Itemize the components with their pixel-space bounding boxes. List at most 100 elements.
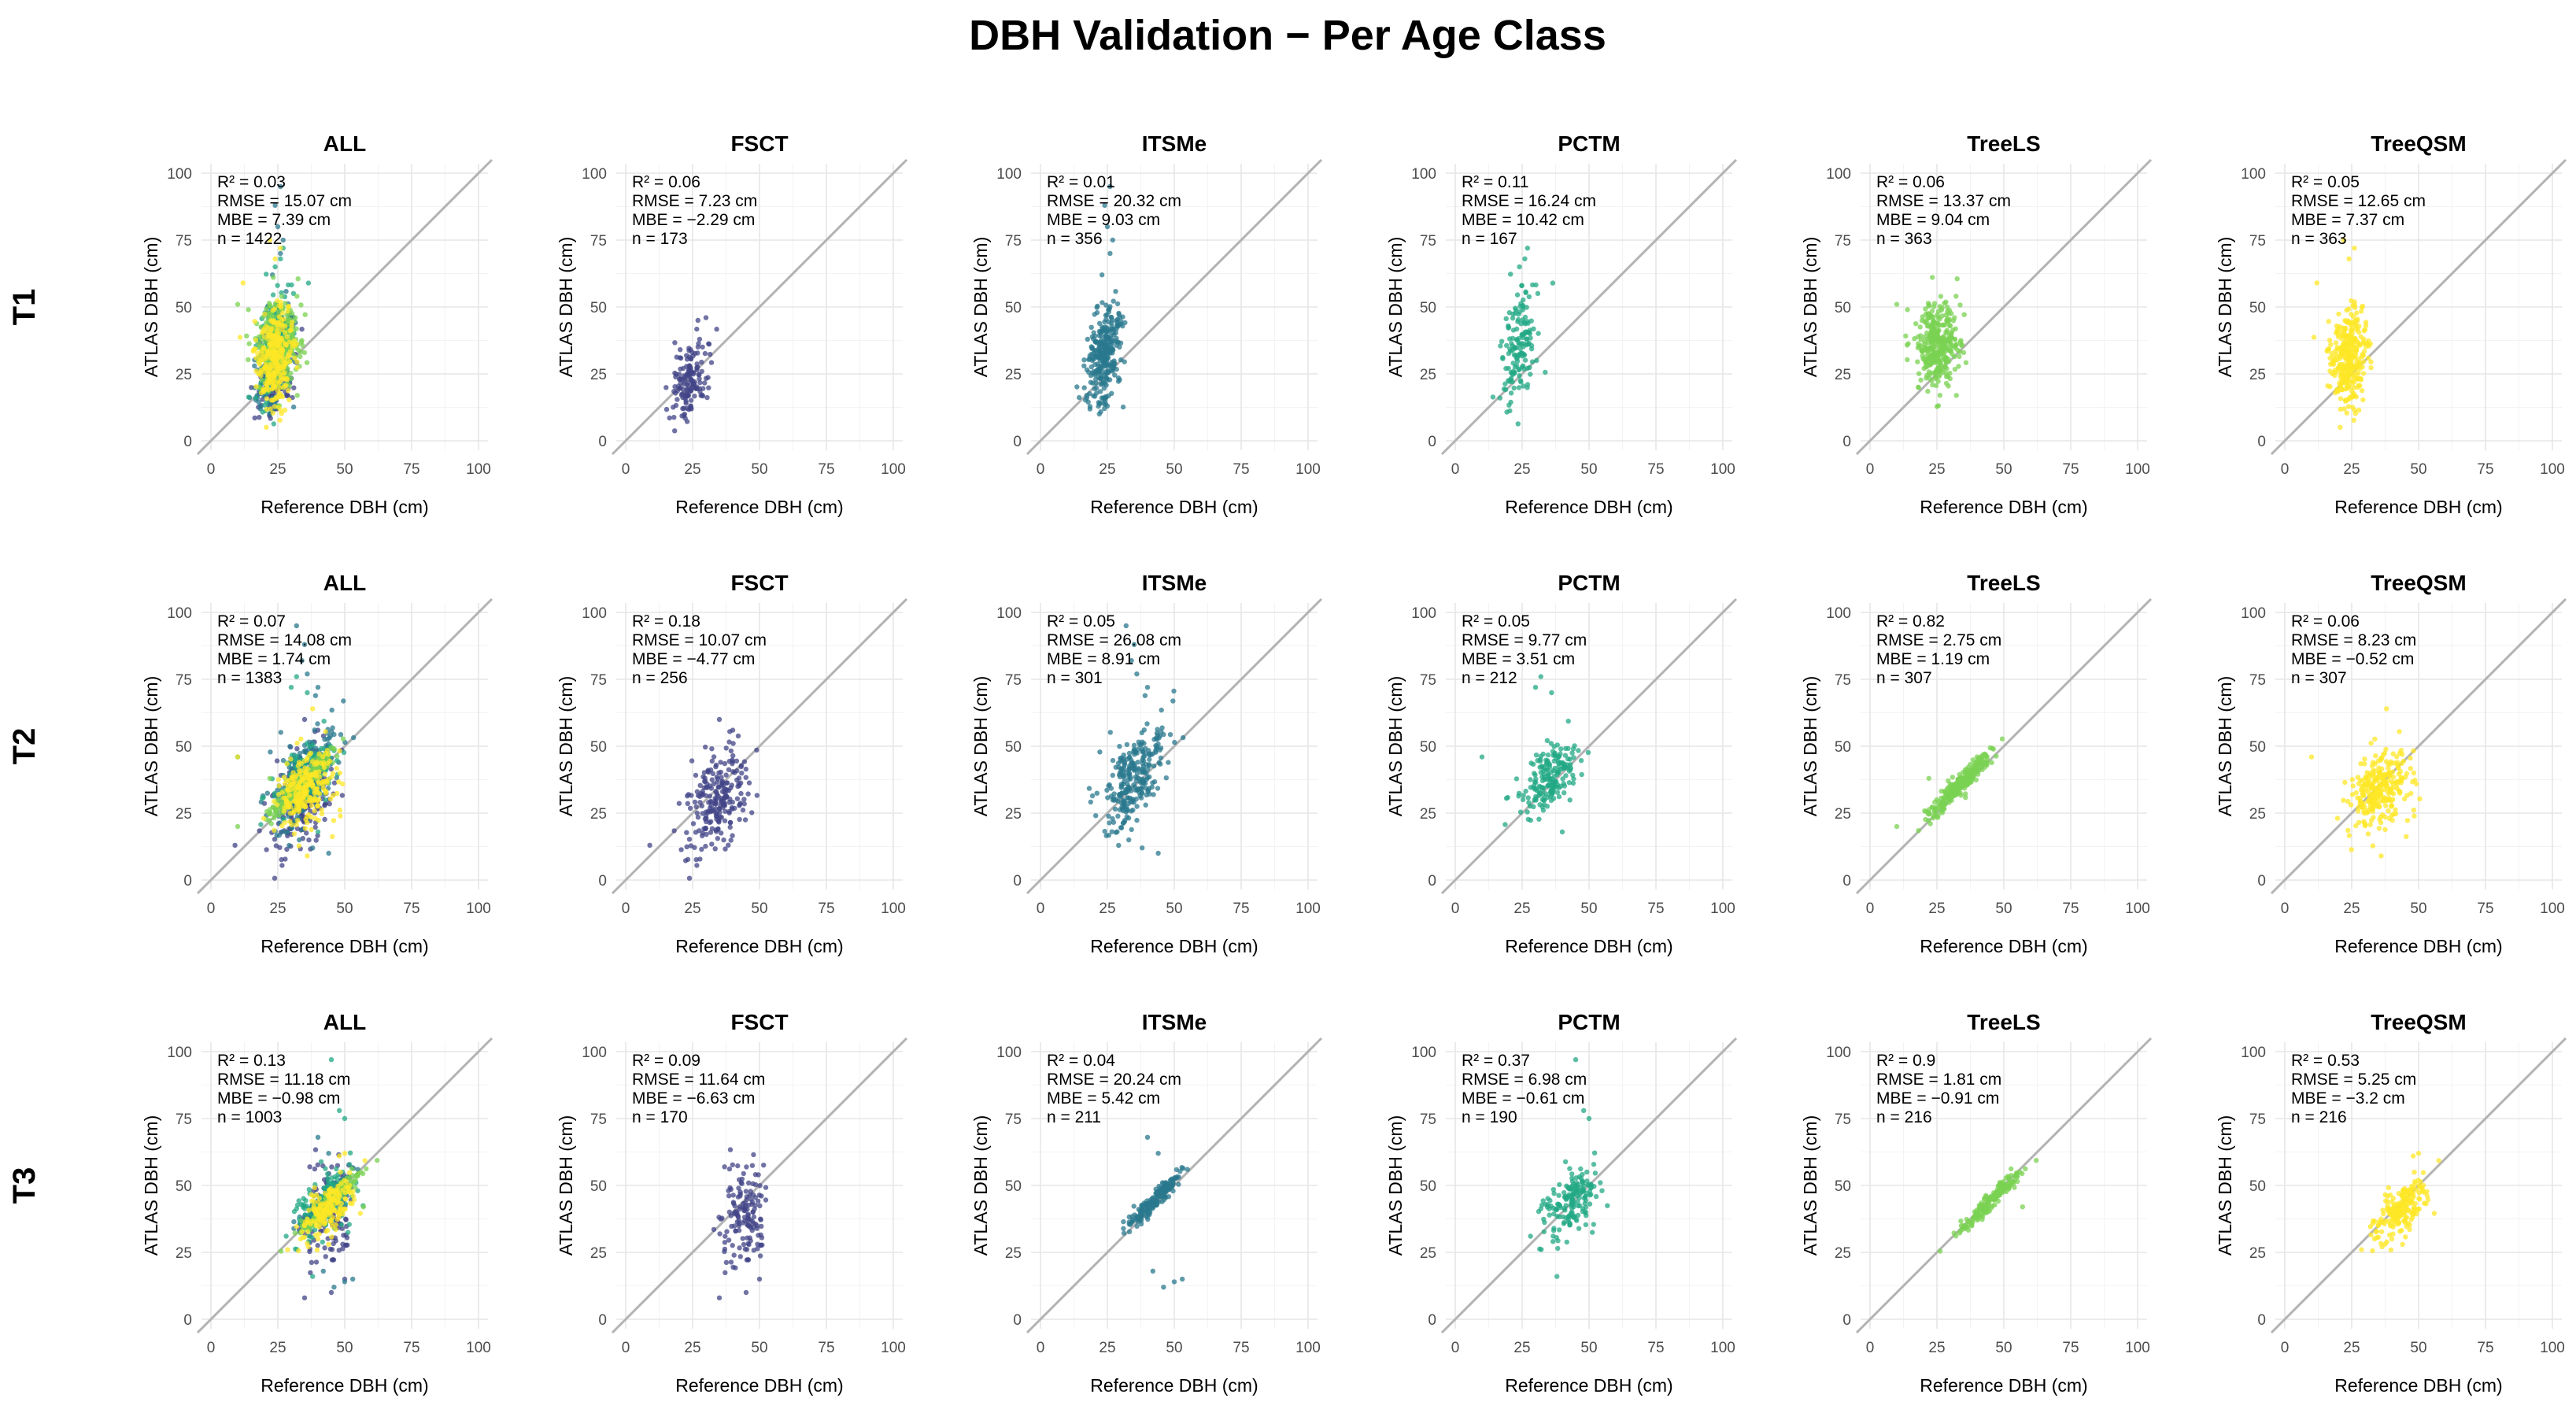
stat-rmse: RMSE = 15.07 cm xyxy=(217,192,352,210)
point-treels xyxy=(1958,781,1964,787)
point-treeqsm xyxy=(266,377,272,383)
point-itsme xyxy=(1103,324,1108,330)
point-itsme xyxy=(276,832,282,838)
point-fsct xyxy=(722,818,728,823)
point-treeqsm xyxy=(289,320,295,325)
point-treels xyxy=(1933,338,1938,344)
point-treels xyxy=(1932,360,1938,365)
point-pctm xyxy=(315,829,321,835)
point-itsme xyxy=(1150,751,1155,756)
point-treeqsm xyxy=(267,237,272,243)
y-tick-label: 50 xyxy=(1420,739,1436,756)
point-fsct xyxy=(694,386,700,391)
point-treeqsm xyxy=(262,335,268,340)
point-fsct xyxy=(671,828,677,834)
point-pctm xyxy=(1516,366,1522,372)
point-pctm xyxy=(1479,754,1485,760)
point-fsct xyxy=(279,856,284,863)
point-treels xyxy=(288,370,294,376)
x-tick-label: 75 xyxy=(403,461,419,478)
point-treeqsm xyxy=(279,823,285,829)
y-axis-label: ATLAS DBH (cm) xyxy=(970,237,991,377)
point-pctm xyxy=(1528,777,1533,782)
point-itsme xyxy=(1135,775,1140,781)
point-treels xyxy=(1941,807,1946,812)
point-treeqsm xyxy=(277,353,283,359)
point-treels xyxy=(1943,801,1949,806)
point-pctm xyxy=(1565,745,1571,752)
point-fsct xyxy=(257,828,262,834)
point-fsct xyxy=(726,739,732,745)
point-fsct xyxy=(746,780,752,786)
panel-title: TreeLS xyxy=(1967,571,2040,595)
point-treeqsm xyxy=(2346,404,2352,409)
point-fsct xyxy=(705,375,711,380)
point-treeqsm xyxy=(275,320,281,326)
stat-mbe: MBE = 9.04 cm xyxy=(1876,211,1990,229)
point-treeqsm xyxy=(2339,386,2345,392)
y-tick-label: 75 xyxy=(590,233,607,250)
point-treeqsm xyxy=(295,763,301,769)
point-itsme xyxy=(1126,837,1132,843)
x-tick-label: 50 xyxy=(1995,901,2012,917)
point-treels xyxy=(331,745,336,751)
point-treeqsm xyxy=(2336,311,2341,317)
point-pctm xyxy=(1512,364,1518,370)
point-pctm xyxy=(1528,318,1534,324)
point-itsme xyxy=(324,736,331,742)
point-fsct xyxy=(684,405,690,411)
point-fsct xyxy=(711,781,717,787)
point-treeqsm xyxy=(2337,380,2342,386)
point-fsct xyxy=(734,768,740,774)
point-treeqsm xyxy=(2360,336,2367,342)
point-itsme xyxy=(1107,250,1113,257)
point-pctm xyxy=(1516,385,1522,390)
point-fsct xyxy=(713,801,719,807)
point-pctm xyxy=(1547,775,1552,781)
point-fsct xyxy=(729,782,734,788)
point-treeqsm xyxy=(319,811,325,817)
y-axis-label: ATLAS DBH (cm) xyxy=(970,676,991,816)
x-tick-label: 0 xyxy=(622,901,630,917)
point-itsme xyxy=(1171,688,1177,694)
point-itsme xyxy=(1096,349,1102,354)
point-treels xyxy=(1931,318,1936,324)
point-treels xyxy=(264,306,269,312)
point-itsme xyxy=(1163,775,1170,781)
point-fsct xyxy=(737,816,742,823)
point-treels xyxy=(1915,359,1920,364)
y-tick-label: 0 xyxy=(183,873,192,889)
stat-r2: R² = 0.06 xyxy=(632,173,700,191)
point-treeqsm xyxy=(312,808,317,814)
point-treels xyxy=(1947,338,1953,345)
point-itsme xyxy=(1088,379,1094,385)
point-treeqsm xyxy=(2327,338,2333,343)
point-fsct xyxy=(712,846,718,852)
one-to-one-line xyxy=(1026,158,1323,456)
point-fsct xyxy=(723,846,728,852)
point-treeqsm xyxy=(2343,381,2349,387)
x-tick-label: 0 xyxy=(1037,461,1045,478)
point-treeqsm xyxy=(2338,396,2344,401)
one-to-one-line xyxy=(196,158,493,456)
point-fsct xyxy=(713,813,719,819)
point-itsme xyxy=(1097,389,1103,394)
point-treels xyxy=(1937,336,1943,342)
point-pctm xyxy=(1550,280,1556,286)
point-itsme xyxy=(1097,749,1103,755)
point-treels xyxy=(1915,334,1921,340)
point-treeqsm xyxy=(310,782,316,787)
point-fsct xyxy=(739,771,745,776)
stat-n: n = 212 xyxy=(1462,669,1517,687)
point-treeqsm xyxy=(2360,397,2366,403)
x-axis-label: Reference DBH (cm) xyxy=(1090,936,1258,956)
point-pctm xyxy=(1544,804,1550,809)
x-tick-label: 25 xyxy=(1099,901,1115,917)
point-pctm xyxy=(271,421,276,427)
point-itsme xyxy=(1141,753,1148,759)
point-itsme xyxy=(1151,778,1158,785)
point-itsme xyxy=(1128,775,1133,780)
point-pctm xyxy=(334,758,340,764)
point-fsct xyxy=(722,803,728,808)
y-tick-label: 25 xyxy=(1005,806,1022,823)
